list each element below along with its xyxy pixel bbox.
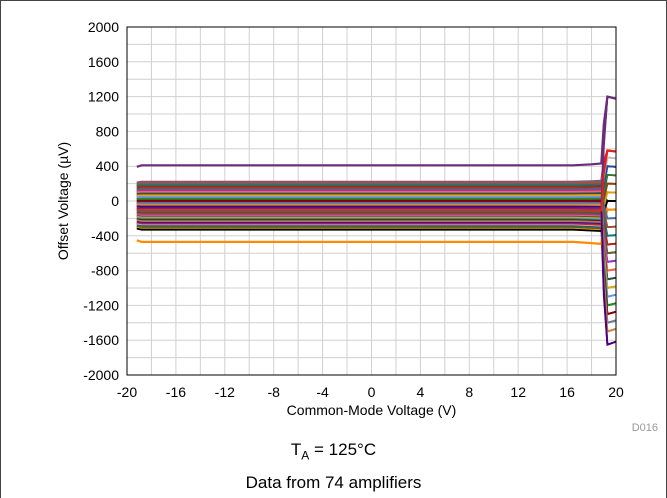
amplifier-series-line xyxy=(136,186,617,255)
x-tick-label: -16 xyxy=(166,384,186,400)
series-lines xyxy=(136,95,617,346)
y-tick-label: 0 xyxy=(111,193,119,209)
condition-subscript: A xyxy=(301,448,310,463)
sample-note: Data from 74 amplifiers xyxy=(245,473,422,492)
figure-code: D016 xyxy=(632,422,658,434)
x-tick-labels: -20 -16 -12 -8 -4 0 4 8 12 16 20 xyxy=(117,384,624,400)
x-tick-label: -4 xyxy=(316,384,329,400)
y-tick-label: 1600 xyxy=(88,54,119,70)
amplifier-series-line xyxy=(136,156,617,185)
y-tick-label: -2000 xyxy=(83,367,119,383)
amplifier-series-line xyxy=(136,205,617,346)
amplifier-series-line xyxy=(136,95,617,210)
x-tick-label: -12 xyxy=(215,384,235,400)
offset-voltage-chart: -20 -16 -12 -8 -4 0 4 8 12 16 20 2000 1600 1200 800 40… xyxy=(55,19,658,434)
x-tick-label: -20 xyxy=(117,384,137,400)
y-tick-label: -400 xyxy=(91,228,119,244)
amplifier-series-line xyxy=(136,180,617,220)
amplifier-series-line xyxy=(136,188,617,263)
temperature-condition: TA = 125°C xyxy=(0,440,667,462)
amplifier-series-line xyxy=(136,220,617,333)
x-tick-label: 0 xyxy=(368,384,376,400)
x-tick-label: 12 xyxy=(510,384,526,400)
x-tick-label: 20 xyxy=(608,384,624,400)
amplifier-series-line xyxy=(136,184,617,246)
x-tick-label: 8 xyxy=(465,384,473,400)
x-axis-label: Common-Mode Voltage (V) xyxy=(287,402,457,418)
y-tick-label: 2000 xyxy=(88,19,119,35)
y-tick-label: -1600 xyxy=(83,332,119,348)
y-tick-label: -1200 xyxy=(83,297,119,313)
y-tick-label: -800 xyxy=(91,263,119,279)
amplifier-series-line xyxy=(136,218,617,316)
y-tick-label: 800 xyxy=(96,123,120,139)
amplifier-series-line xyxy=(136,221,617,346)
amplifier-series-line xyxy=(136,208,617,246)
condition-value: = 125°C xyxy=(309,440,377,459)
amplifier-series-line xyxy=(136,200,616,233)
x-tick-label: -8 xyxy=(267,384,280,400)
y-axis-label: Offset Voltage (µV) xyxy=(55,142,71,260)
plot-border xyxy=(126,26,617,376)
condition-symbol: T xyxy=(290,440,302,459)
y-tick-label: 1200 xyxy=(88,89,119,105)
x-tick-label: 16 xyxy=(559,384,575,400)
amplifier-series-line xyxy=(136,181,617,229)
amplifier-series-line xyxy=(136,183,617,237)
y-tick-label: 400 xyxy=(96,158,120,174)
y-tick-labels: 2000 1600 1200 800 400 0 -400 -800 -1200 -1600 -20… xyxy=(83,19,119,383)
amplifier-series-line xyxy=(136,217,617,307)
x-tick-label: 4 xyxy=(417,384,425,400)
amplifier-series-line xyxy=(136,149,617,212)
